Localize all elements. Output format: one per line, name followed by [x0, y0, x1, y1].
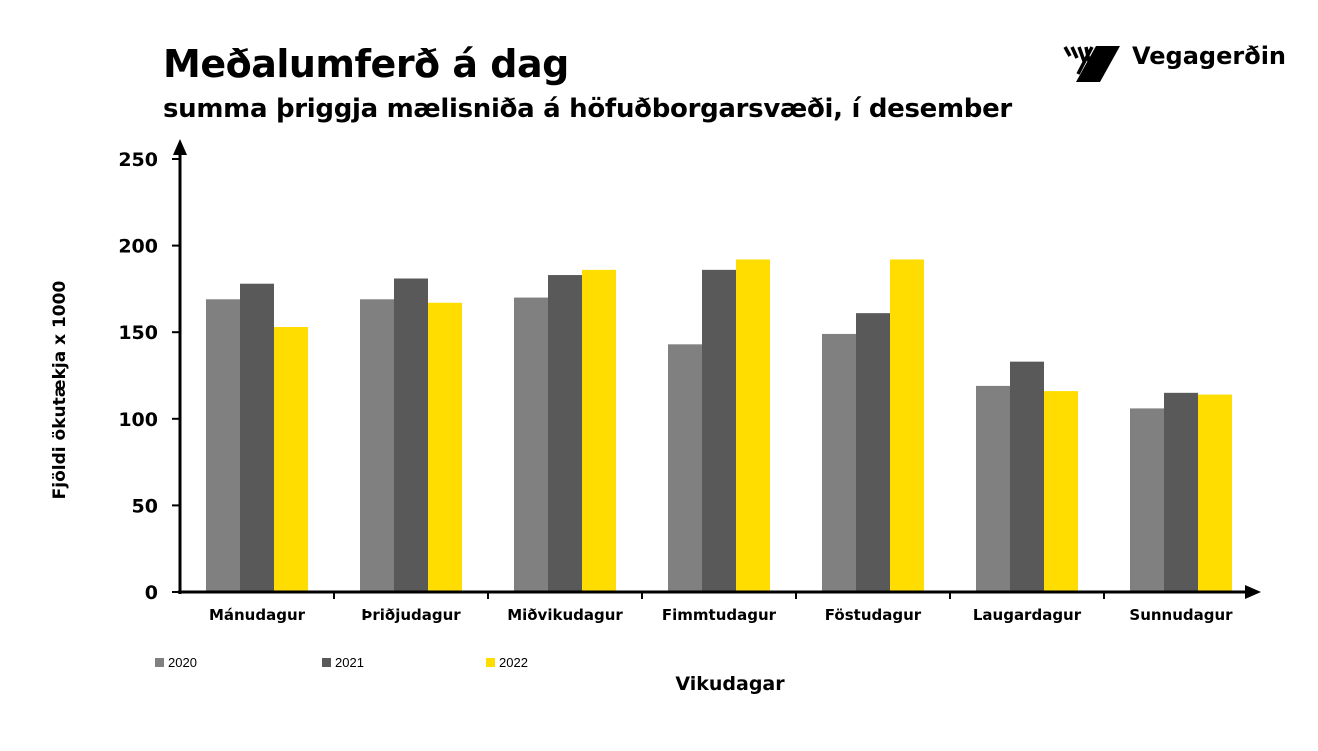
x-tick-label: Miðvikudagur [507, 606, 623, 624]
y-axis-label: Fjöldi ökutækja x 1000 [50, 280, 70, 500]
legend-item-2022: 2022 [486, 655, 528, 670]
bar-2020-2 [514, 297, 548, 592]
x-axis-arrow-icon [1245, 585, 1261, 599]
x-tick-label: Fimmtudagur [662, 606, 777, 624]
bar-2020-1 [360, 299, 394, 592]
chart-subtitle: summa þriggja mælisniða á höfuðborgarsvæ… [163, 94, 1012, 124]
y-tick-label: 150 [118, 322, 158, 344]
bar-2021-1 [394, 278, 428, 592]
bar-2021-2 [548, 275, 582, 592]
x-tick-label: Þriðjudagur [361, 606, 461, 624]
legend-item-2021: 2021 [322, 655, 364, 670]
bar-2022-5 [1044, 391, 1078, 592]
bar-2022-1 [428, 302, 462, 592]
bar-2022-0 [274, 327, 308, 592]
x-tick-label: Sunnudagur [1129, 606, 1233, 624]
legend-label: 2020 [168, 655, 197, 670]
legend-item-2020: 2020 [155, 655, 197, 670]
bar-2020-3 [668, 344, 702, 592]
bar-2021-3 [702, 269, 736, 592]
legend-swatch [155, 658, 164, 667]
brand-name: Vegagerðin [1132, 42, 1287, 70]
bar-2022-3 [736, 259, 770, 592]
bar-2022-4 [890, 259, 924, 592]
bar-2020-5 [976, 385, 1010, 592]
legend-label: 2022 [499, 655, 528, 670]
y-tick-label: 50 [132, 495, 158, 517]
bar-2022-2 [582, 269, 616, 592]
bar-2021-6 [1164, 392, 1198, 592]
vegagerdin-logo-icon [1063, 46, 1120, 82]
chart-title: Meðalumferð á dag [163, 42, 569, 86]
bar-2020-6 [1130, 408, 1164, 592]
x-axis-label: Vikudagar [675, 673, 785, 695]
bar-2020-4 [822, 333, 856, 592]
bar-2022-6 [1198, 394, 1232, 592]
bar-2021-4 [856, 313, 890, 592]
y-tick-label: 250 [118, 149, 158, 171]
legend-swatch [486, 658, 495, 667]
legend-swatch [322, 658, 331, 667]
x-tick-label: Laugardagur [973, 606, 1082, 624]
bar-2021-0 [240, 283, 274, 592]
x-tick-label: Mánudagur [209, 606, 306, 624]
bar-2021-5 [1010, 361, 1044, 592]
y-tick-label: 100 [118, 409, 158, 431]
bar-2020-0 [206, 299, 240, 592]
x-tick-label: Föstudagur [825, 606, 922, 624]
legend-label: 2021 [335, 655, 364, 670]
y-axis-arrow-icon [173, 139, 187, 155]
y-tick-label: 200 [118, 236, 158, 258]
y-tick-label: 0 [145, 582, 158, 604]
